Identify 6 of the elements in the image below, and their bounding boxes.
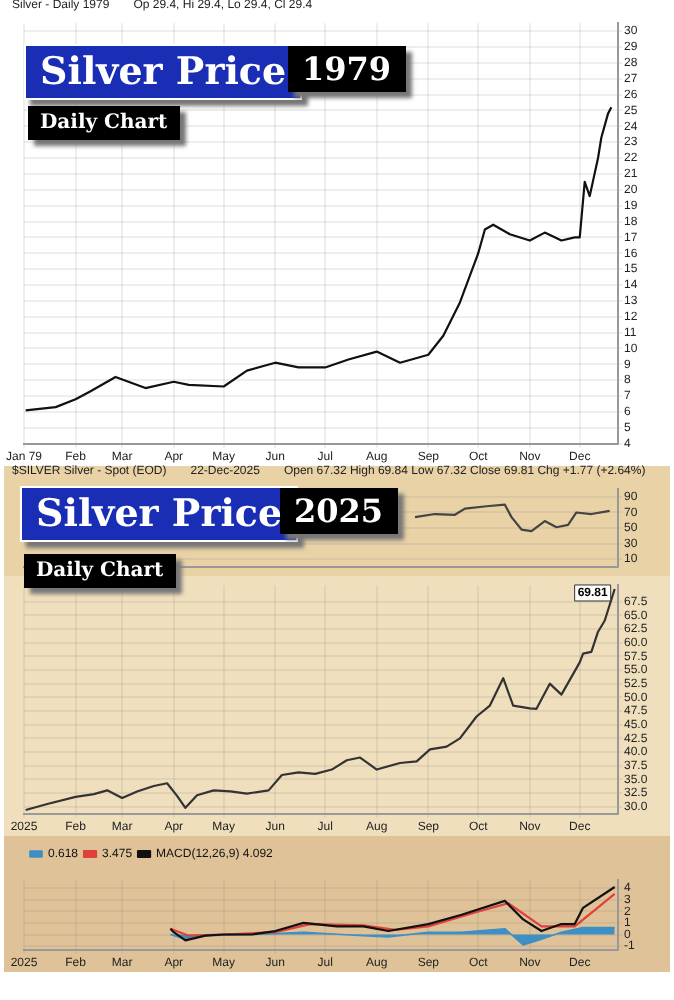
text: Silver Price bbox=[24, 44, 303, 100]
annotation: Daily Chart bbox=[24, 554, 176, 588]
chart-title: Silver Price bbox=[36, 492, 283, 536]
annotation: Daily Chart bbox=[28, 106, 180, 140]
chart-subtitle: 2025 bbox=[280, 488, 398, 534]
text: 1979 bbox=[288, 46, 406, 92]
